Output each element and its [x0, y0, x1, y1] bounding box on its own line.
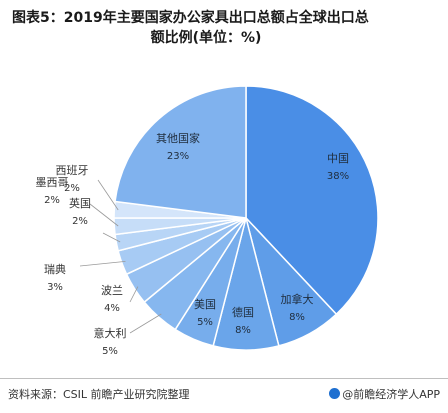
slice-labels: 中国38%加拿大8%德国8%美国5%意大利5%波兰4%瑞典3%英国2%墨西哥2%… [36, 131, 350, 357]
leader-line-5 [129, 286, 139, 303]
slice-name-label: 其他国家 [156, 131, 200, 145]
brand-credit: @前瞻经济学人APP [329, 386, 440, 402]
slice-value-label: 8% [235, 325, 251, 336]
chart-title: 图表5：2019年主要国家办公家具出口总额占全球出口总 额比例(单位：%) [12, 8, 440, 48]
leader-line-8 [89, 203, 119, 227]
slice-value-label: 5% [197, 317, 213, 328]
slice-name-label: 墨西哥 [36, 176, 69, 189]
slice-name-label: 波兰 [101, 284, 123, 297]
pie-slices [113, 85, 379, 351]
slice-value-label: 2% [44, 195, 60, 206]
brand-text: @前瞻经济学人APP [342, 388, 440, 401]
slice-value-label: 4% [104, 303, 120, 314]
slice-value-label: 5% [102, 346, 118, 357]
source-note: 资料来源：CSIL 前瞻产业研究院整理 [8, 388, 190, 401]
chart-title-line2: 额比例(单位：%) [150, 30, 262, 46]
leader-line-6 [79, 261, 126, 267]
slice-value-label: 38% [327, 171, 349, 182]
slice-name-label: 意大利 [94, 326, 127, 340]
slice-value-label: 23% [167, 151, 189, 162]
slice-value-label: 2% [64, 183, 80, 194]
chart-title-line1: 图表5：2019年主要国家办公家具出口总额占全球出口总 [12, 10, 369, 26]
slice-name-label: 加拿大 [281, 292, 314, 306]
slice-name-label: 西班牙 [56, 164, 89, 177]
pie-slice-0 [245, 85, 379, 316]
pie-chart: 中国38%加拿大8%德国8%美国5%意大利5%波兰4%瑞典3%英国2%墨西哥2%… [36, 85, 379, 357]
pie-slice-10 [114, 85, 247, 219]
slice-name-label: 美国 [194, 298, 216, 311]
leader-line-4 [129, 313, 162, 334]
brand-logo-icon [329, 388, 341, 399]
slice-value-label: 8% [289, 312, 305, 323]
slice-name-label: 中国 [327, 152, 349, 165]
slice-name-label: 德国 [232, 305, 254, 319]
slice-value-label: 3% [47, 282, 63, 293]
slice-name-label: 英国 [69, 196, 91, 210]
leader-lines [79, 179, 162, 334]
leader-line-7 [102, 232, 121, 243]
leader-line-9 [97, 179, 119, 211]
slice-name-label: 瑞典 [44, 262, 66, 276]
slice-value-label: 2% [72, 216, 88, 227]
footer: 资料来源：CSIL 前瞻产业研究院整理 @前瞻经济学人APP [0, 378, 448, 409]
